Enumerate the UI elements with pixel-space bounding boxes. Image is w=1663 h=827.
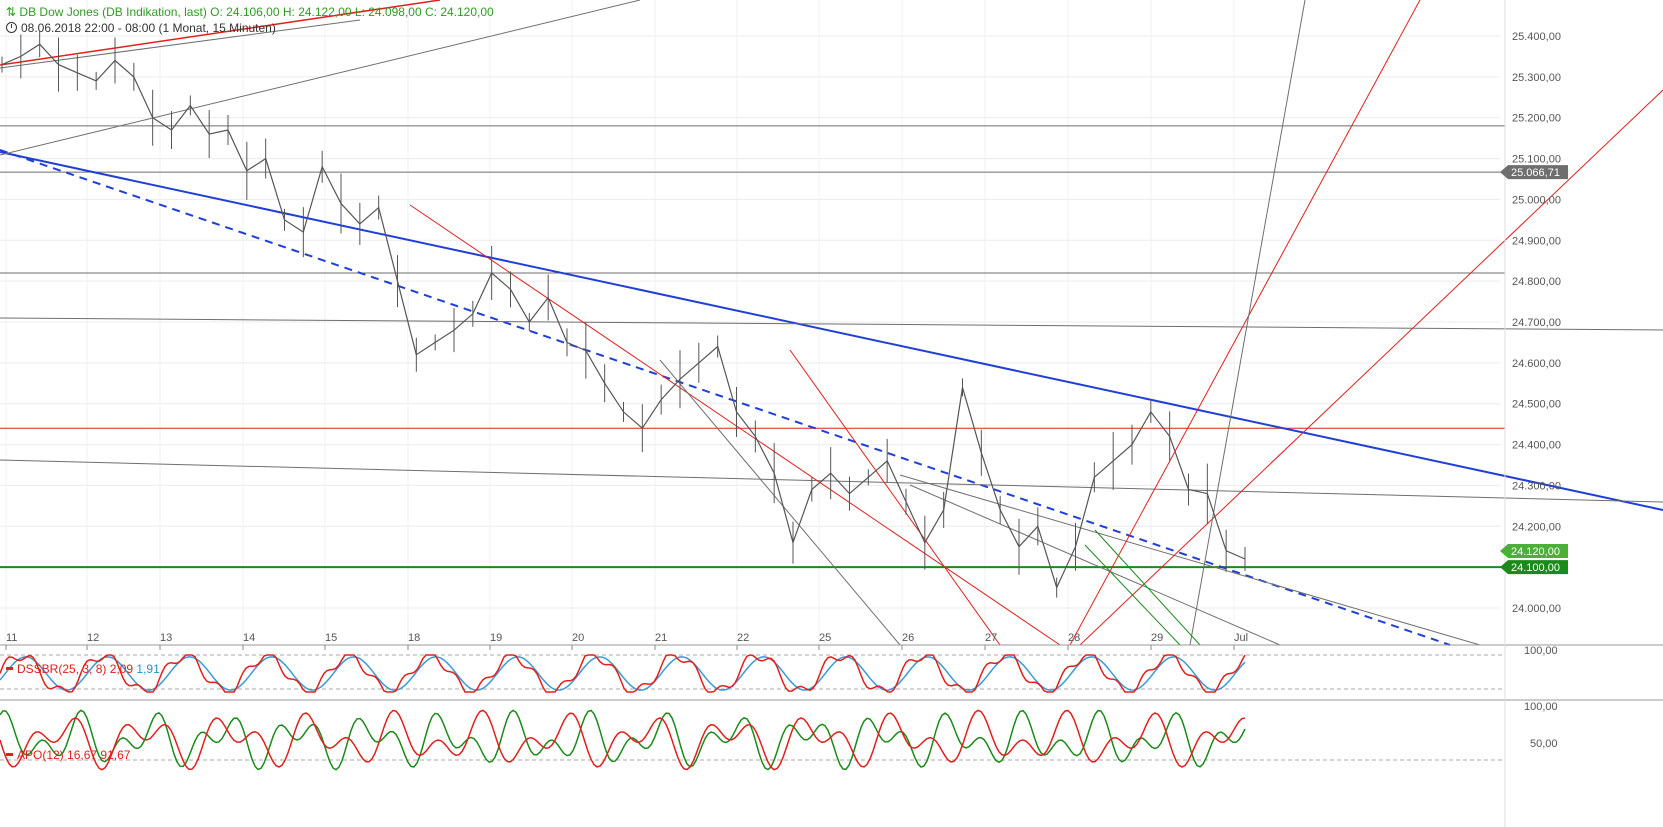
dssbr-value2: 1,91 <box>136 662 160 676</box>
price-tag-label: 24.100,00 <box>1511 562 1560 574</box>
y-tick-label: 25.100,00 <box>1512 154 1561 166</box>
y-tick-label: 24.200,00 <box>1512 521 1561 533</box>
dssbr-blue-line <box>0 656 1246 691</box>
x-axis: 11 12 13 14 15 18 19 20 21 22 25 26 27 28 29 Jul <box>5 632 1248 650</box>
y-tick-label: 24.700,00 <box>1512 317 1561 329</box>
x-tick-label: 13 <box>160 632 172 644</box>
y-axis: 25.400,0025.300,0025.200,0025.100,0025.0… <box>1512 31 1561 750</box>
gray-line <box>0 19 361 69</box>
dssbr-label: DSSBR(25, 3, 8) <box>17 662 107 676</box>
green-line <box>1084 544 1181 646</box>
apo-value2: 91,67 <box>100 748 131 762</box>
x-tick-label: 25 <box>819 632 831 644</box>
apo-panel <box>0 709 1505 771</box>
red-line <box>789 349 1001 646</box>
y-tick-label: 24.900,00 <box>1512 235 1561 247</box>
apo-legend[interactable]: APO(12) 16,67 91,67 <box>6 748 130 762</box>
red-line <box>0 0 441 66</box>
gray-line <box>0 459 1663 503</box>
dssbr-value1: 2,09 <box>109 662 134 676</box>
gray-line <box>899 474 1481 646</box>
x-tick-label: 19 <box>490 632 502 644</box>
x-tick-label: Jul <box>1234 632 1248 644</box>
price-tag-label: 25.066,71 <box>1511 167 1560 179</box>
apo-green-line <box>0 709 1246 771</box>
blue-trendline <box>0 151 1663 511</box>
red-line <box>1069 0 1421 646</box>
y-tick-label: 25.400,00 <box>1512 31 1561 43</box>
horizontal-levels <box>0 125 1505 569</box>
x-tick-label: 29 <box>1151 632 1163 644</box>
chart-grid <box>0 0 1500 645</box>
price-tag-label: 24.120,00 <box>1511 546 1560 558</box>
clock-icon <box>6 22 17 33</box>
price-tag <box>1500 165 1568 180</box>
x-tick-label: 20 <box>572 632 584 644</box>
price-series <box>1 31 1246 598</box>
x-tick-label: 12 <box>87 632 99 644</box>
x-tick-label: 21 <box>655 632 667 644</box>
y-tick-label: 25.300,00 <box>1512 72 1561 84</box>
y-tick-label: 24.000,00 <box>1512 603 1561 615</box>
y-tick-label: 24.500,00 <box>1512 399 1561 411</box>
dssbr-red-line <box>0 654 1246 693</box>
header-period-text: 08.06.2018 22:00 - 08:00 (1 Monat, 15 Mi… <box>21 21 276 35</box>
apo-red-line <box>0 709 1246 771</box>
y-tick-label: 24.300,00 <box>1512 480 1561 492</box>
apo-swatch-icon <box>6 753 13 756</box>
instrument-icon: ⇅ <box>6 5 17 19</box>
x-tick-label: 18 <box>408 632 420 644</box>
gray-line <box>0 0 641 156</box>
apo-label: APO(12) <box>17 748 64 762</box>
apo-scale-label: 100,00 <box>1524 701 1558 713</box>
dssbr-scale-label: 100,00 <box>1524 645 1558 657</box>
y-tick-label: 25.000,00 <box>1512 194 1561 206</box>
x-tick-label: 28 <box>1068 632 1080 644</box>
green-line <box>1094 529 1201 646</box>
x-tick-label: 22 <box>737 632 749 644</box>
price-tag <box>1500 560 1568 575</box>
gray-line <box>659 359 901 646</box>
red-line <box>1079 89 1663 646</box>
red-line <box>409 204 1061 646</box>
x-tick-label: 26 <box>902 632 914 644</box>
price-tag <box>1500 543 1568 558</box>
x-tick-label: 27 <box>985 632 997 644</box>
dssbr-legend[interactable]: DSSBR(25, 3, 8) 2,09 1,91 <box>6 662 160 676</box>
gray-line <box>1189 0 1306 646</box>
header-title-text: DB Dow Jones (DB Indikation, last) O: 24… <box>19 5 494 19</box>
apo-scale-label: 50,00 <box>1530 738 1558 750</box>
chart-header-title: ⇅ DB Dow Jones (DB Indikation, last) O: … <box>6 5 494 19</box>
price-tags: 25.066,71 24.120,00 24.100,00 <box>1500 165 1568 575</box>
gray-line <box>0 317 1663 331</box>
chart-header-period: 08.06.2018 22:00 - 08:00 (1 Monat, 15 Mi… <box>6 21 276 35</box>
dssbr-panel <box>0 654 1505 693</box>
blue-dashed-trendline <box>0 149 1451 646</box>
gray-line <box>909 484 1281 646</box>
dssbr-swatch-icon <box>6 667 13 670</box>
y-tick-label: 25.200,00 <box>1512 113 1561 125</box>
x-tick-label: 15 <box>325 632 337 644</box>
y-tick-label: 24.800,00 <box>1512 276 1561 288</box>
apo-value1: 16,67 <box>67 748 98 762</box>
y-tick-label: 24.600,00 <box>1512 358 1561 370</box>
x-tick-label: 14 <box>243 632 255 644</box>
y-tick-label: 24.400,00 <box>1512 440 1561 452</box>
trend-lines <box>0 0 1663 646</box>
x-tick-label: 11 <box>6 632 17 644</box>
